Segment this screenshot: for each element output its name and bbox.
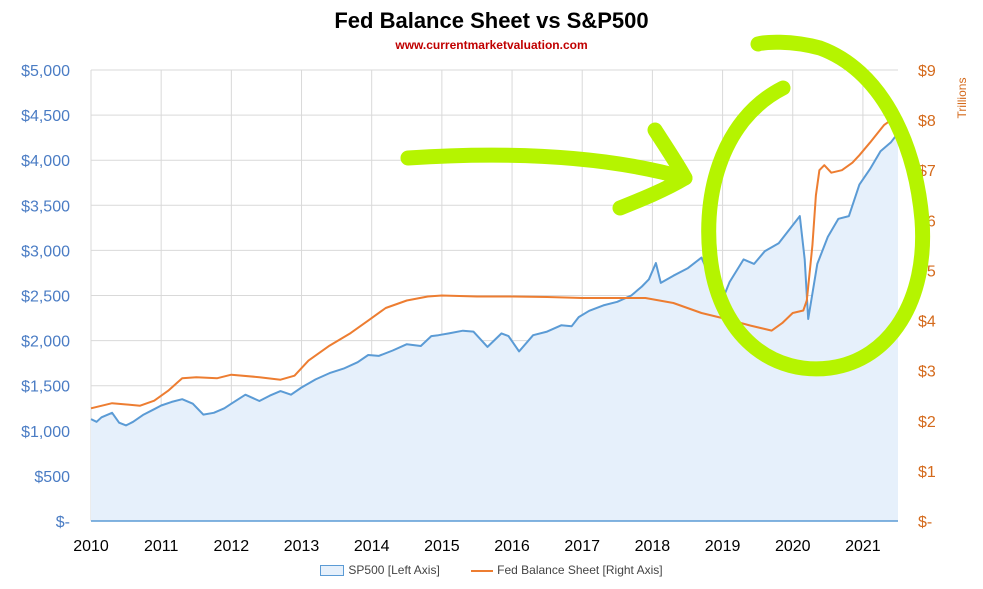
x-tick-label: 2018 — [635, 538, 671, 555]
series-line-0 — [90, 132, 899, 427]
right-axis-ticks: $-$1$2$3$4$5$6$7$8$9 — [918, 63, 936, 531]
left-tick-label: $4,500 — [21, 108, 70, 125]
series-line-1 — [90, 114, 899, 410]
x-tick-label: 2013 — [284, 538, 320, 555]
series-area-fill-0 — [91, 133, 898, 521]
annotation-circle — [701, 34, 931, 377]
left-tick-label: $1,500 — [21, 379, 70, 396]
chart-canvas: $- $500 $1,000 $1,500 $2,000 $2,500 $3,000 $3,5… — [21, 34, 969, 555]
legend-swatch-fed — [471, 569, 494, 572]
legend-item-fed: Fed Balance Sheet [Right Axis] — [471, 563, 663, 577]
right-tick-label: $1 — [918, 464, 936, 481]
x-tick-label: 2014 — [354, 538, 390, 555]
left-tick-label: $3,500 — [21, 198, 70, 215]
right-tick-label: $8 — [918, 113, 936, 130]
left-tick-label: $3,000 — [21, 243, 70, 260]
x-tick-label: 2019 — [705, 538, 741, 555]
left-tick-label: $500 — [34, 469, 70, 486]
right-axis-title: Trillions — [955, 78, 969, 119]
legend: SP500 [Left Axis] Fed Balance Sheet [Rig… — [0, 563, 983, 577]
x-tick-label: 2011 — [144, 538, 179, 555]
left-axis-ticks: $- $500 $1,000 $1,500 $2,000 $2,500 $3,000 $3,5… — [21, 63, 70, 531]
x-tick-label: 2020 — [775, 538, 811, 555]
legend-item-sp500: SP500 [Left Axis] — [320, 563, 440, 577]
x-tick-label: 2016 — [494, 538, 530, 555]
x-tick-label: 2021 — [845, 538, 881, 555]
right-tick-label: $2 — [918, 414, 936, 431]
left-tick-label: $4,000 — [21, 153, 70, 170]
right-tick-label: $- — [918, 514, 932, 531]
x-tick-label: 2017 — [564, 538, 600, 555]
left-tick-label: $2,500 — [21, 289, 70, 306]
left-tick-label: $5,000 — [21, 63, 70, 80]
x-tick-label: 2010 — [73, 538, 109, 555]
x-tick-label: 2015 — [424, 538, 460, 555]
x-tick-label: 2012 — [214, 538, 250, 555]
series-lines — [90, 114, 899, 427]
right-tick-label: $4 — [918, 314, 936, 331]
left-tick-label: $2,000 — [21, 334, 70, 351]
annotation-arrow-head — [612, 122, 693, 216]
sp500-area — [91, 133, 898, 521]
annotation-arrow-shaft — [400, 147, 693, 186]
left-tick-label: $1,000 — [21, 424, 70, 441]
legend-label-sp500: SP500 [Left Axis] — [348, 563, 440, 577]
chart-title: Fed Balance Sheet vs S&P500 — [334, 8, 649, 33]
annotations — [400, 34, 931, 377]
legend-swatch-sp500 — [320, 565, 345, 577]
left-tick-label: $- — [56, 514, 70, 531]
right-tick-label: $3 — [918, 364, 936, 381]
legend-label-fed: Fed Balance Sheet [Right Axis] — [497, 563, 663, 577]
x-axis-ticks: 2010 2011 2012 2013 2014 2015 2016 2017 2018 2019… — [73, 538, 881, 555]
chart-subtitle: www.currentmarketvaluation.com — [395, 38, 588, 52]
right-tick-label: $9 — [918, 63, 936, 80]
